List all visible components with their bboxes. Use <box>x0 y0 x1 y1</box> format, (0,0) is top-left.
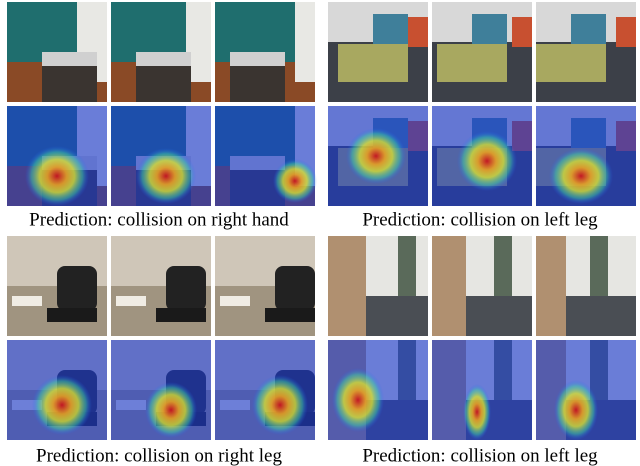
caption: Prediction: collision on right hand <box>29 209 289 230</box>
chair-seat <box>437 44 507 82</box>
heat-blob <box>463 384 491 440</box>
person <box>398 236 416 296</box>
glare <box>220 296 250 306</box>
heatmap-image <box>111 340 211 440</box>
person <box>590 236 608 296</box>
heat-blob <box>252 375 308 435</box>
panel: Prediction: collision on left leg <box>328 2 636 230</box>
panel: Prediction: collision on right hand <box>7 2 317 230</box>
heatmap-image <box>7 340 107 440</box>
bin-bag <box>136 52 191 66</box>
heat-blob <box>145 382 197 438</box>
glare <box>116 296 146 306</box>
bin-bag <box>230 52 285 66</box>
photo <box>536 2 636 102</box>
photo <box>536 236 636 336</box>
heatmap-image <box>432 340 532 440</box>
caption: Prediction: collision on right leg <box>36 445 282 466</box>
heatmap-image <box>328 106 428 206</box>
photo <box>7 236 107 336</box>
caption: Prediction: collision on left leg <box>362 445 598 466</box>
photo <box>215 2 315 102</box>
heatmap-image <box>215 106 317 206</box>
photo <box>111 236 211 336</box>
photo <box>111 2 211 102</box>
photo <box>328 236 428 336</box>
chair-seat <box>156 308 206 322</box>
heat-blob <box>25 146 89 206</box>
heat-blob <box>32 375 92 435</box>
glare <box>12 296 42 306</box>
heat-blob <box>457 131 517 191</box>
chair-seat <box>536 44 606 82</box>
photo <box>328 2 428 102</box>
chair-seat <box>47 308 97 322</box>
person <box>494 236 512 296</box>
bin-bag <box>42 52 97 66</box>
door <box>328 236 366 336</box>
chair-back <box>57 266 97 311</box>
door <box>536 236 566 336</box>
heatmap-image <box>111 106 211 206</box>
figure: Prediction: collision on right hand Predi… <box>0 0 640 466</box>
photo <box>215 236 315 336</box>
heatmap-image <box>215 340 315 440</box>
panel: Prediction: collision on right leg <box>7 236 315 466</box>
chair-seat <box>338 44 408 82</box>
heatmap-image <box>432 106 532 206</box>
heat-blob <box>549 148 613 204</box>
chair-red <box>408 17 428 47</box>
heat-blob <box>554 380 598 440</box>
door <box>432 236 466 336</box>
chair-back <box>166 266 206 311</box>
chair-red <box>512 17 532 47</box>
photo <box>7 2 107 102</box>
photo <box>432 2 532 102</box>
chair-seat <box>265 308 315 322</box>
heatmap-image <box>7 106 107 206</box>
caption: Prediction: collision on left leg <box>362 209 598 230</box>
heat-blob <box>346 128 406 184</box>
heatmap-image <box>536 340 636 440</box>
photo <box>432 236 532 336</box>
heatmap-image <box>328 340 428 440</box>
heatmap-image <box>536 106 636 206</box>
pillar <box>295 2 315 82</box>
chair-back <box>275 266 315 311</box>
panel: Prediction: collision on left leg <box>328 236 636 466</box>
heat-blob <box>136 148 196 204</box>
heat-blob <box>273 159 317 203</box>
heat-blob <box>332 368 384 432</box>
chair-red <box>616 17 636 47</box>
